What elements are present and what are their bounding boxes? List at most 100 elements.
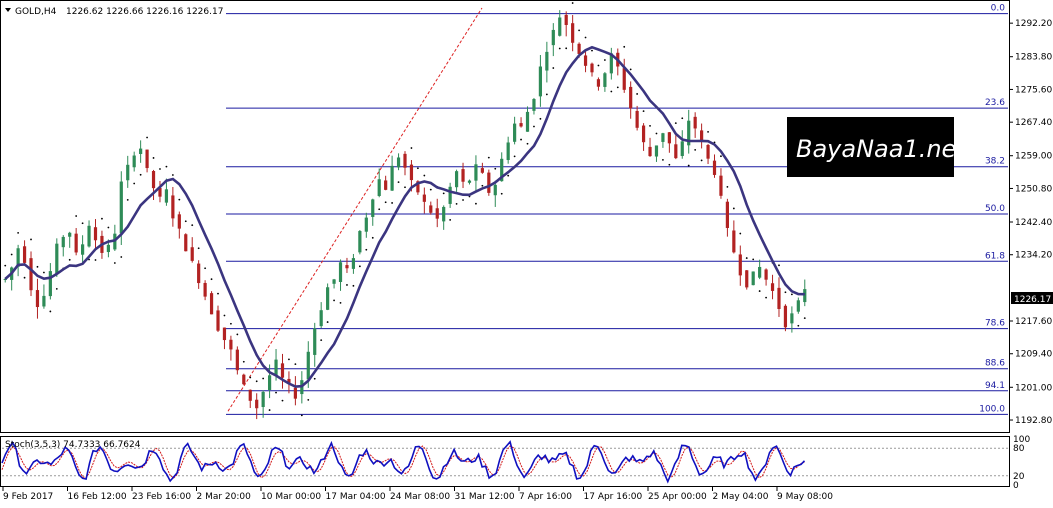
- time-tick-label: 9 Feb 2017: [3, 492, 53, 502]
- sar-dot: [616, 86, 619, 89]
- sar-dot: [636, 93, 639, 95]
- price-axis: 1292.20 1283.80 1275.60 1267.40 1259.00 1250.…: [1009, 19, 1052, 426]
- sar-dot: [126, 199, 129, 201]
- fib-level-label: 23.6: [985, 98, 1005, 108]
- sar-dot: [294, 363, 297, 366]
- parabolic-sar-layer: [4, 2, 806, 417]
- candle: [467, 179, 472, 185]
- sar-dot: [133, 182, 136, 185]
- fib-level-label: 50.0: [985, 204, 1005, 214]
- candle: [429, 201, 433, 215]
- candle: [171, 186, 175, 227]
- candle: [164, 178, 169, 206]
- candle: [635, 105, 639, 131]
- candle: [751, 271, 755, 286]
- sar-dot: [397, 181, 400, 184]
- sar-dot: [545, 93, 548, 96]
- stoch-level-label: 20: [1013, 472, 1025, 482]
- symbol-dropdown-icon[interactable]: [5, 8, 11, 12]
- sar-dot: [687, 164, 690, 167]
- price-tick-label: 1283.80: [1015, 53, 1052, 63]
- time-axis: 9 Feb 2017 16 Feb 12:00 23 Feb 16:00 2 Mar …: [2, 487, 833, 502]
- candle: [261, 390, 265, 418]
- sar-dot: [268, 409, 271, 411]
- sar-dot: [681, 117, 684, 120]
- time-tick-label: 7 Apr 16:00: [519, 492, 572, 502]
- current-price-value: 1226.17: [1014, 295, 1051, 305]
- sar-dot: [487, 156, 490, 159]
- sar-dot: [623, 45, 626, 48]
- sar-dot: [803, 317, 806, 320]
- price-tick-label: 1250.80: [1015, 184, 1052, 194]
- price-panel-border: [0, 0, 1010, 433]
- sar-dot: [152, 157, 155, 159]
- sar-dot: [539, 117, 542, 120]
- candle: [777, 277, 781, 317]
- sar-dot: [520, 138, 522, 141]
- sar-dot: [288, 358, 290, 361]
- sar-dot: [784, 291, 787, 294]
- candle: [564, 11, 568, 37]
- time-tick-label: 17 Mar 04:00: [326, 492, 386, 502]
- stoch-level-label: 80: [1013, 444, 1025, 454]
- sar-dot: [249, 376, 252, 379]
- trend-line: [227, 7, 483, 412]
- candle: [519, 117, 523, 128]
- candle: [313, 322, 317, 367]
- sar-dot: [4, 264, 7, 267]
- candle: [390, 155, 394, 191]
- candle: [242, 373, 246, 386]
- sar-dot: [230, 322, 232, 325]
- sar-dot: [139, 173, 142, 176]
- candle: [16, 244, 20, 277]
- candle: [641, 123, 646, 151]
- sar-dot: [494, 167, 497, 170]
- candle: [29, 251, 33, 297]
- candle: [525, 106, 530, 132]
- price-tick-label: 1209.40: [1015, 350, 1052, 360]
- candle: [532, 97, 536, 115]
- sar-dot: [455, 202, 458, 205]
- candle: [648, 137, 652, 157]
- sar-dot: [481, 184, 484, 187]
- time-tick-label: 24 Mar 08:00: [390, 492, 450, 502]
- time-tick-label: 23 Feb 16:00: [132, 492, 191, 502]
- time-tick-label: 31 Mar 12:00: [455, 492, 515, 502]
- candle: [371, 198, 375, 226]
- sar-dot: [346, 284, 348, 286]
- sar-dot: [649, 124, 651, 127]
- time-tick-label: 17 Apr 16:00: [584, 492, 643, 502]
- sar-dot: [352, 284, 355, 287]
- candle: [209, 291, 214, 315]
- sar-dot: [610, 90, 613, 93]
- candle: [384, 175, 388, 191]
- candle: [235, 346, 239, 375]
- candle: [654, 145, 659, 162]
- candle: [493, 180, 497, 207]
- candle: [442, 205, 446, 230]
- candle: [255, 393, 259, 420]
- sar-dot: [739, 232, 742, 235]
- candle: [158, 180, 162, 203]
- candle: [551, 23, 555, 57]
- candle: [583, 49, 588, 73]
- sar-dot: [204, 267, 207, 270]
- sar-dot: [449, 219, 452, 221]
- candle: [151, 169, 156, 200]
- sar-dot: [242, 360, 245, 363]
- candle: [42, 284, 46, 309]
- sar-dot: [107, 226, 110, 229]
- candle: [790, 306, 794, 333]
- sar-dot: [758, 290, 761, 292]
- sar-dot: [17, 231, 20, 234]
- sar-dot: [700, 159, 703, 162]
- candle: [448, 182, 452, 208]
- sar-dot: [55, 287, 58, 290]
- candle: [506, 136, 510, 164]
- sar-dot: [178, 198, 181, 201]
- fib-level-label: 38.2: [985, 157, 1005, 167]
- sar-dot: [378, 208, 381, 211]
- sar-dot: [778, 264, 780, 267]
